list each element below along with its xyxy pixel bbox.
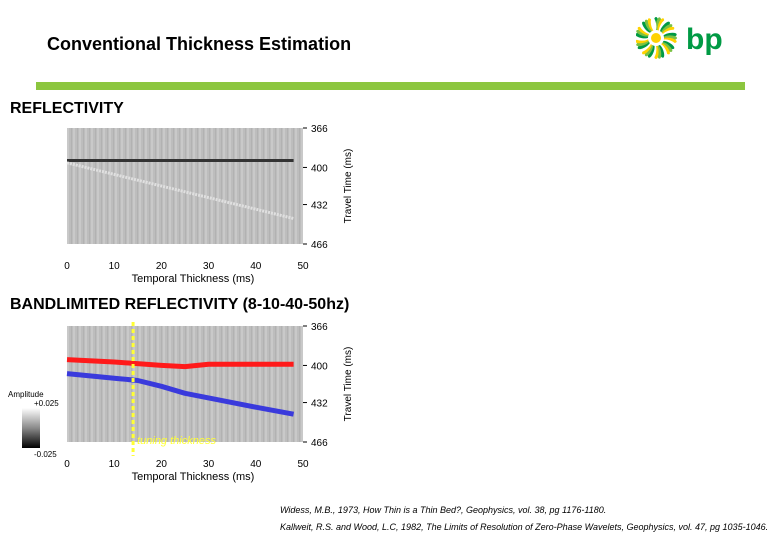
series-line-apparent-top	[66, 357, 294, 370]
x-tick-label: 20	[156, 261, 168, 272]
reference-widess: Widess, M.B., 1973, How Thin is a Thin B…	[280, 505, 607, 515]
colorbar-min: -0.025	[34, 450, 57, 459]
header-rule	[36, 82, 745, 90]
x-tick-label: 40	[250, 459, 262, 470]
reflectivity-chart: 366 400 432 466 0 10 20 30 40 50 Temporal Thicknes…	[64, 124, 354, 285]
y-tick-label: 466	[311, 240, 328, 251]
x-tick-label: 0	[64, 459, 70, 470]
colorbar-label: Amplitude	[8, 390, 44, 399]
x-axis-label: Temporal Thickness (ms)	[132, 273, 255, 285]
tuning-thickness-label: tuning thickness	[137, 435, 216, 447]
y-axis-label: Travel Time (ms)	[343, 149, 354, 224]
helios-icon	[636, 17, 677, 59]
y-tick-label: 366	[311, 322, 328, 333]
x-tick-label: 10	[109, 459, 121, 470]
x-tick-label: 30	[203, 261, 215, 272]
y-tick-label: 466	[311, 438, 328, 449]
colorbar-gradient	[22, 408, 40, 448]
x-tick-label: 30	[203, 459, 215, 470]
x-tick-label: 40	[250, 261, 262, 272]
plot-area	[67, 326, 303, 442]
plot-area	[67, 128, 303, 244]
logo-text: bp	[686, 23, 723, 56]
x-tick-label: 50	[297, 459, 309, 470]
helios-petal	[650, 17, 657, 32]
x-axis-label: Temporal Thickness (ms)	[132, 471, 255, 483]
bandlimited-chart: 366 400 432 466 0 10 20 30 40 50 Temporal Thicknes…	[64, 322, 354, 483]
x-tick-label: 50	[297, 261, 309, 272]
y-tick-label: 366	[311, 124, 328, 135]
amplitude-colorbar: Amplitude +0.025 -0.025	[8, 390, 68, 460]
y-tick-label: 400	[311, 361, 328, 372]
reflectivity-title: REFLECTIVITY	[10, 100, 124, 117]
y-tick-label: 432	[311, 399, 328, 410]
y-tick-label: 432	[311, 201, 328, 212]
x-tick-label: 0	[64, 261, 70, 272]
x-tick-label: 20	[156, 459, 168, 470]
series-line-apparent-base	[66, 371, 295, 417]
bp-logo: bp	[636, 17, 723, 59]
colorbar-max: +0.025	[34, 399, 59, 408]
reference-kallweit: Kallweit, R.S. and Wood, L.C, 1982, The …	[280, 522, 769, 532]
y-axis-label: Travel Time (ms)	[343, 347, 354, 422]
x-tick-label: 10	[109, 261, 121, 272]
y-tick-label: 400	[311, 163, 328, 174]
bandlimited-title: BANDLIMITED REFLECTIVITY (8-10-40-50hz)	[10, 296, 350, 313]
page-title: Conventional Thickness Estimation	[47, 34, 352, 54]
